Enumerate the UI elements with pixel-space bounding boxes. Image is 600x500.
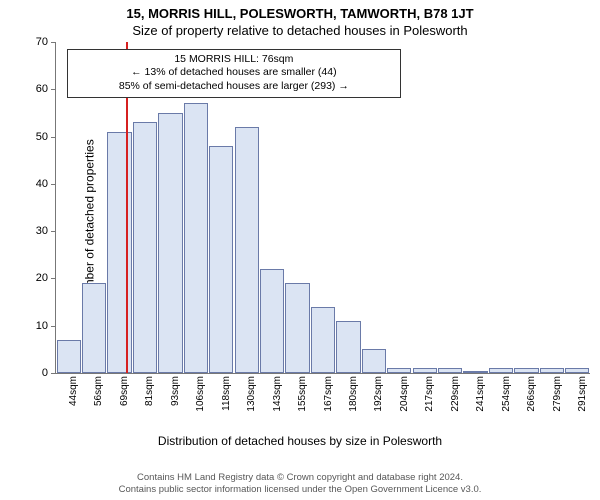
histogram-bar (235, 127, 259, 373)
x-tick-label: 56sqm (93, 376, 104, 406)
histogram-bar (133, 122, 157, 373)
y-tick (51, 278, 56, 279)
x-tick-label: 81sqm (144, 376, 155, 406)
x-tick-label: 44sqm (68, 376, 79, 406)
histogram-bar (82, 283, 106, 373)
histogram-bar (57, 340, 81, 373)
x-tick-label: 155sqm (297, 376, 308, 412)
y-tick-label: 30 (26, 225, 48, 237)
x-tick-label: 204sqm (399, 376, 410, 412)
histogram-bar (158, 113, 182, 373)
x-tick-label: 118sqm (221, 376, 232, 411)
histogram-bar (387, 368, 411, 373)
x-tick-label: 254sqm (501, 376, 512, 412)
histogram-bar (489, 368, 513, 373)
footer-attribution: Contains HM Land Registry data © Crown c… (0, 472, 600, 496)
y-tick-label: 10 (26, 320, 48, 332)
annotation-line3: 85% of semi-detached houses are larger (… (74, 80, 394, 94)
y-tick (51, 184, 56, 185)
x-tick-label: 93sqm (170, 376, 181, 406)
footer-line2: Contains public sector information licen… (0, 484, 600, 496)
x-tick-label: 266sqm (526, 376, 537, 412)
x-tick-label: 130sqm (246, 376, 257, 412)
x-tick-label: 106sqm (195, 376, 206, 412)
x-tick-label: 192sqm (373, 376, 384, 412)
histogram-bar (107, 132, 131, 373)
x-tick-label: 241sqm (475, 376, 486, 412)
y-tick (51, 89, 56, 90)
x-tick-label: 69sqm (119, 376, 130, 406)
histogram-bar (413, 368, 437, 373)
chart-main-title: 15, MORRIS HILL, POLESWORTH, TAMWORTH, B… (0, 0, 600, 21)
y-tick-label: 0 (26, 367, 48, 379)
annotation-line2: ← 13% of detached houses are smaller (44… (74, 66, 394, 80)
x-axis-label: Distribution of detached houses by size … (0, 434, 600, 448)
x-tick-label: 279sqm (552, 376, 563, 412)
x-tick-label: 229sqm (450, 376, 461, 412)
x-tick-label: 143sqm (272, 376, 283, 412)
y-tick-label: 20 (26, 272, 48, 284)
x-tick-label: 291sqm (577, 376, 588, 412)
y-tick (51, 231, 56, 232)
x-tick-label: 217sqm (424, 376, 435, 412)
x-tick-label: 180sqm (348, 376, 359, 412)
histogram-bar (260, 269, 284, 373)
y-tick-label: 70 (26, 36, 48, 48)
footer-line1: Contains HM Land Registry data © Crown c… (0, 472, 600, 484)
histogram-bar (540, 368, 564, 373)
histogram-bar (285, 283, 309, 373)
histogram-bar (565, 368, 589, 373)
y-tick-label: 40 (26, 178, 48, 190)
annotation-box: 15 MORRIS HILL: 76sqm ← 13% of detached … (67, 49, 401, 98)
histogram-bar (336, 321, 360, 373)
histogram-bar (463, 371, 487, 373)
histogram-bar (184, 103, 208, 373)
x-ticks-container: 44sqm56sqm69sqm81sqm93sqm106sqm118sqm130… (55, 374, 590, 402)
chart-area: Number of detached properties 15 MORRIS … (55, 42, 590, 402)
histogram-bar (311, 307, 335, 373)
histogram-bar (209, 146, 233, 373)
y-tick-label: 60 (26, 83, 48, 95)
chart-subtitle: Size of property relative to detached ho… (0, 21, 600, 42)
histogram-bar (514, 368, 538, 373)
y-tick (51, 42, 56, 43)
y-tick (51, 326, 56, 327)
histogram-bar (438, 368, 462, 373)
y-tick-label: 50 (26, 131, 48, 143)
plot-region: 15 MORRIS HILL: 76sqm ← 13% of detached … (55, 42, 590, 374)
x-tick-label: 167sqm (323, 376, 334, 412)
histogram-bar (362, 349, 386, 373)
y-tick (51, 137, 56, 138)
annotation-line1: 15 MORRIS HILL: 76sqm (74, 53, 394, 67)
